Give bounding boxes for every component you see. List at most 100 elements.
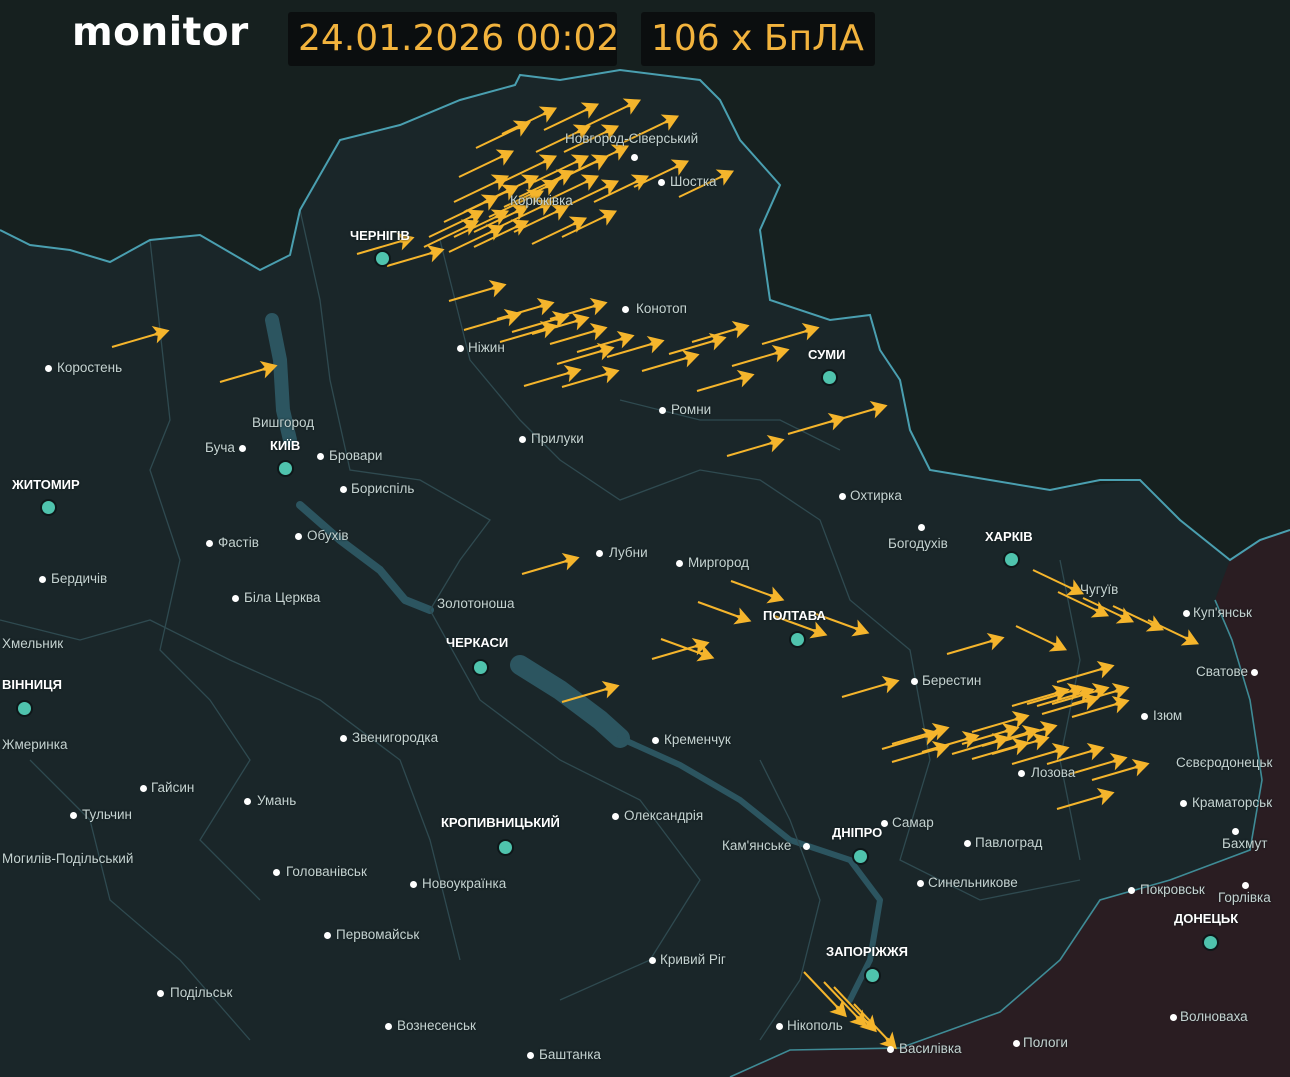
city-marker[interactable]	[16, 700, 33, 717]
drone-marker[interactable]	[991, 729, 1052, 755]
city-marker[interactable]	[472, 659, 489, 676]
drone-marker[interactable]	[576, 327, 637, 353]
drone-marker[interactable]	[881, 724, 942, 750]
drone-marker[interactable]	[971, 707, 1032, 733]
drone-marker[interactable]	[623, 108, 683, 143]
city-marker[interactable]	[339, 734, 347, 742]
drone-marker[interactable]	[503, 173, 563, 208]
drone-marker[interactable]	[641, 346, 702, 372]
drone-marker[interactable]	[773, 615, 830, 644]
drone-marker[interactable]	[1026, 679, 1087, 705]
drone-marker[interactable]	[561, 362, 622, 388]
drone-marker[interactable]	[815, 613, 872, 642]
drone-marker[interactable]	[561, 203, 621, 238]
city-marker[interactable]	[277, 460, 294, 477]
drone-marker[interactable]	[428, 203, 488, 238]
city-marker[interactable]	[156, 989, 164, 997]
city-marker[interactable]	[1003, 551, 1020, 568]
drone-marker[interactable]	[951, 729, 1012, 755]
city-marker[interactable]	[272, 868, 280, 876]
drone-marker[interactable]	[606, 332, 667, 358]
city-marker[interactable]	[339, 485, 347, 493]
city-marker[interactable]	[864, 967, 881, 984]
drone-marker[interactable]	[543, 168, 603, 203]
drone-marker[interactable]	[697, 601, 754, 630]
drone-marker[interactable]	[453, 168, 513, 203]
city-marker[interactable]	[456, 344, 464, 352]
drone-marker[interactable]	[593, 168, 653, 203]
drone-marker[interactable]	[1046, 739, 1107, 765]
drone-marker[interactable]	[1015, 625, 1071, 658]
city-marker[interactable]	[497, 839, 514, 856]
city-marker[interactable]	[139, 784, 147, 792]
drone-marker[interactable]	[668, 329, 729, 355]
city-marker[interactable]	[1012, 1039, 1020, 1047]
drone-marker[interactable]	[535, 118, 595, 153]
drone-marker[interactable]	[549, 294, 610, 320]
city-marker[interactable]	[917, 523, 925, 531]
city-marker[interactable]	[648, 956, 656, 964]
city-marker[interactable]	[1231, 827, 1239, 835]
city-marker[interactable]	[384, 1022, 392, 1030]
drone-marker[interactable]	[386, 241, 447, 267]
drone-marker[interactable]	[488, 183, 548, 218]
drone-marker[interactable]	[891, 737, 952, 763]
drone-marker[interactable]	[501, 148, 561, 183]
city-marker[interactable]	[886, 1045, 894, 1053]
drone-marker[interactable]	[448, 218, 508, 253]
drone-marker[interactable]	[448, 276, 509, 302]
drone-marker[interactable]	[531, 210, 591, 245]
drone-marker[interactable]	[473, 213, 533, 248]
city-marker[interactable]	[1017, 769, 1025, 777]
drone-marker[interactable]	[531, 309, 592, 335]
drone-marker[interactable]	[549, 319, 610, 345]
drone-marker[interactable]	[1032, 569, 1088, 602]
city-marker[interactable]	[821, 369, 838, 386]
city-marker[interactable]	[518, 435, 526, 443]
drone-marker[interactable]	[111, 322, 172, 348]
city-marker[interactable]	[205, 539, 213, 547]
drone-marker[interactable]	[1056, 657, 1117, 683]
drone-marker[interactable]	[829, 397, 890, 423]
drone-marker[interactable]	[1082, 597, 1138, 630]
drone-marker[interactable]	[443, 188, 503, 223]
city-marker[interactable]	[294, 532, 302, 540]
drone-marker[interactable]	[946, 629, 1007, 655]
city-marker[interactable]	[374, 250, 391, 267]
city-marker[interactable]	[40, 499, 57, 516]
drone-marker[interactable]	[1056, 784, 1117, 810]
drone-marker[interactable]	[496, 294, 557, 320]
drone-marker[interactable]	[1057, 591, 1113, 624]
city-marker[interactable]	[1169, 1013, 1177, 1021]
drone-marker[interactable]	[563, 118, 623, 153]
city-marker[interactable]	[231, 594, 239, 602]
city-marker[interactable]	[1127, 886, 1135, 894]
city-marker[interactable]	[916, 879, 924, 887]
city-marker[interactable]	[1179, 799, 1187, 807]
city-marker[interactable]	[38, 575, 46, 583]
city-marker[interactable]	[789, 631, 806, 648]
city-marker[interactable]	[1140, 712, 1148, 720]
city-marker[interactable]	[526, 1051, 534, 1059]
drone-marker[interactable]	[499, 317, 560, 343]
drone-marker[interactable]	[730, 580, 787, 609]
drone-marker[interactable]	[678, 163, 738, 198]
drone-marker[interactable]	[841, 672, 902, 698]
drone-marker[interactable]	[1091, 755, 1152, 781]
drone-marker[interactable]	[1069, 749, 1130, 775]
city-marker[interactable]	[658, 406, 666, 414]
drone-marker[interactable]	[561, 677, 622, 703]
drone-marker[interactable]	[803, 971, 853, 1023]
drone-marker[interactable]	[696, 366, 757, 392]
city-marker[interactable]	[409, 880, 417, 888]
city-marker[interactable]	[621, 305, 629, 313]
city-marker[interactable]	[775, 1022, 783, 1030]
drone-marker[interactable]	[1071, 692, 1132, 718]
drone-marker[interactable]	[518, 163, 578, 198]
drone-marker[interactable]	[726, 431, 787, 457]
drone-marker[interactable]	[473, 198, 533, 233]
city-marker[interactable]	[238, 444, 246, 452]
drone-marker[interactable]	[523, 361, 584, 387]
city-marker[interactable]	[1202, 934, 1219, 951]
